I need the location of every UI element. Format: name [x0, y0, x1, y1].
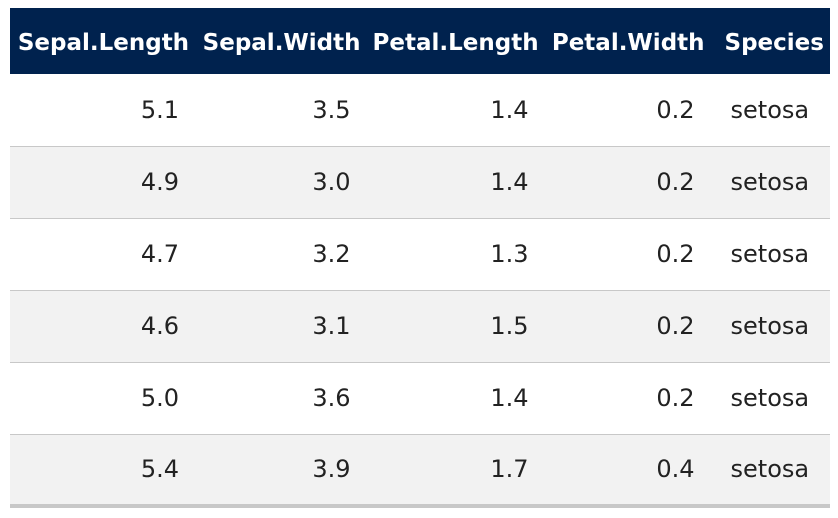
table-row: 5.0 3.6 1.4 0.2 setosa	[10, 362, 830, 435]
cell-petal-width: 0.4	[544, 434, 711, 508]
cell-species: setosa	[710, 146, 830, 219]
table-row: 4.7 3.2 1.3 0.2 setosa	[10, 218, 830, 291]
table-row: 4.9 3.0 1.4 0.2 setosa	[10, 146, 830, 219]
cell-sepal-width: 3.9	[195, 434, 367, 508]
cell-sepal-length: 5.4	[10, 434, 196, 508]
cell-petal-width: 0.2	[544, 74, 711, 147]
column-header-sepal-width[interactable]: Sepal.Width	[195, 8, 367, 74]
cell-species: setosa	[710, 74, 830, 147]
header-row: Sepal.Length Sepal.Width Petal.Length Pe…	[10, 8, 830, 74]
column-header-sepal-length[interactable]: Sepal.Length	[10, 8, 196, 74]
cell-sepal-width: 3.1	[195, 290, 367, 363]
cell-petal-width: 0.2	[544, 218, 711, 291]
cell-sepal-length: 4.9	[10, 146, 196, 219]
cell-petal-length: 1.4	[366, 362, 545, 435]
cell-sepal-length: 4.7	[10, 218, 196, 291]
cell-petal-length: 1.4	[366, 146, 545, 219]
table-body: 5.1 3.5 1.4 0.2 setosa 4.9 3.0 1.4 0.2 s…	[10, 74, 830, 508]
cell-species: setosa	[710, 362, 830, 435]
cell-sepal-length: 5.0	[10, 362, 196, 435]
cell-sepal-width: 3.0	[195, 146, 367, 219]
cell-petal-length: 1.5	[366, 290, 545, 363]
cell-petal-width: 0.2	[544, 290, 711, 363]
cell-species: setosa	[710, 434, 830, 508]
table-row: 4.6 3.1 1.5 0.2 setosa	[10, 290, 830, 363]
column-header-species[interactable]: Species	[710, 8, 830, 74]
cell-sepal-length: 4.6	[10, 290, 196, 363]
cell-sepal-width: 3.6	[195, 362, 367, 435]
cell-sepal-width: 3.5	[195, 74, 367, 147]
cell-petal-length: 1.7	[366, 434, 545, 508]
cell-petal-length: 1.4	[366, 74, 545, 147]
cell-petal-length: 1.3	[366, 218, 545, 291]
table-row: 5.4 3.9 1.7 0.4 setosa	[10, 434, 830, 508]
cell-petal-width: 0.2	[544, 146, 711, 219]
column-header-petal-width[interactable]: Petal.Width	[544, 8, 711, 74]
table-header: Sepal.Length Sepal.Width Petal.Length Pe…	[10, 8, 830, 74]
cell-species: setosa	[710, 218, 830, 291]
cell-petal-width: 0.2	[544, 362, 711, 435]
cell-species: setosa	[710, 290, 830, 363]
cell-sepal-length: 5.1	[10, 74, 196, 147]
table-row: 5.1 3.5 1.4 0.2 setosa	[10, 74, 830, 147]
cell-sepal-width: 3.2	[195, 218, 367, 291]
column-header-petal-length[interactable]: Petal.Length	[366, 8, 545, 74]
data-table-container: Sepal.Length Sepal.Width Petal.Length Pe…	[10, 8, 830, 508]
iris-data-table: Sepal.Length Sepal.Width Petal.Length Pe…	[10, 8, 830, 508]
